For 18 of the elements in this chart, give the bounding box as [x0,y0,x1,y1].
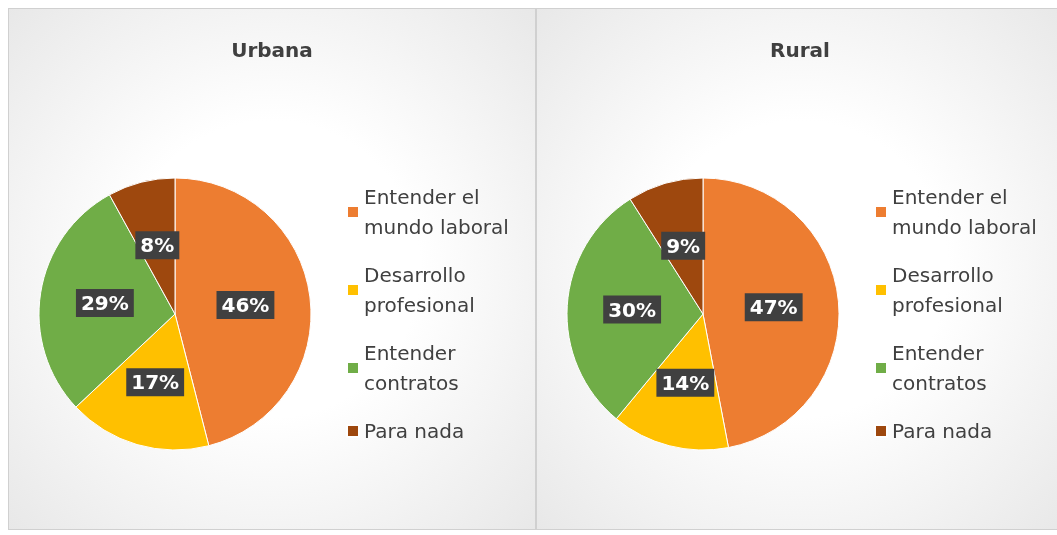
legend-label: Entender el mundo laboral [892,185,1037,239]
data-label: 30% [608,297,657,322]
data-label: 47% [749,295,798,320]
legend-label: Entender contratos [364,341,462,395]
legend-label: Para nada [364,419,465,443]
legend-label: Desarrollo profesional [364,263,475,317]
legend-label: Entender el mundo laboral [364,185,509,239]
data-label: 46% [221,293,270,318]
data-label: 29% [80,290,129,315]
legend-label: Entender contratos [892,341,990,395]
legend-label: Desarrollo profesional [892,263,1003,317]
legend-label: Para nada [892,419,993,443]
chart-title: Rural [770,38,830,62]
data-label: 9% [666,233,701,258]
data-label: 17% [131,370,180,395]
data-label: 14% [661,370,710,395]
chart-title: Urbana [231,38,313,62]
data-label: 8% [140,233,175,258]
